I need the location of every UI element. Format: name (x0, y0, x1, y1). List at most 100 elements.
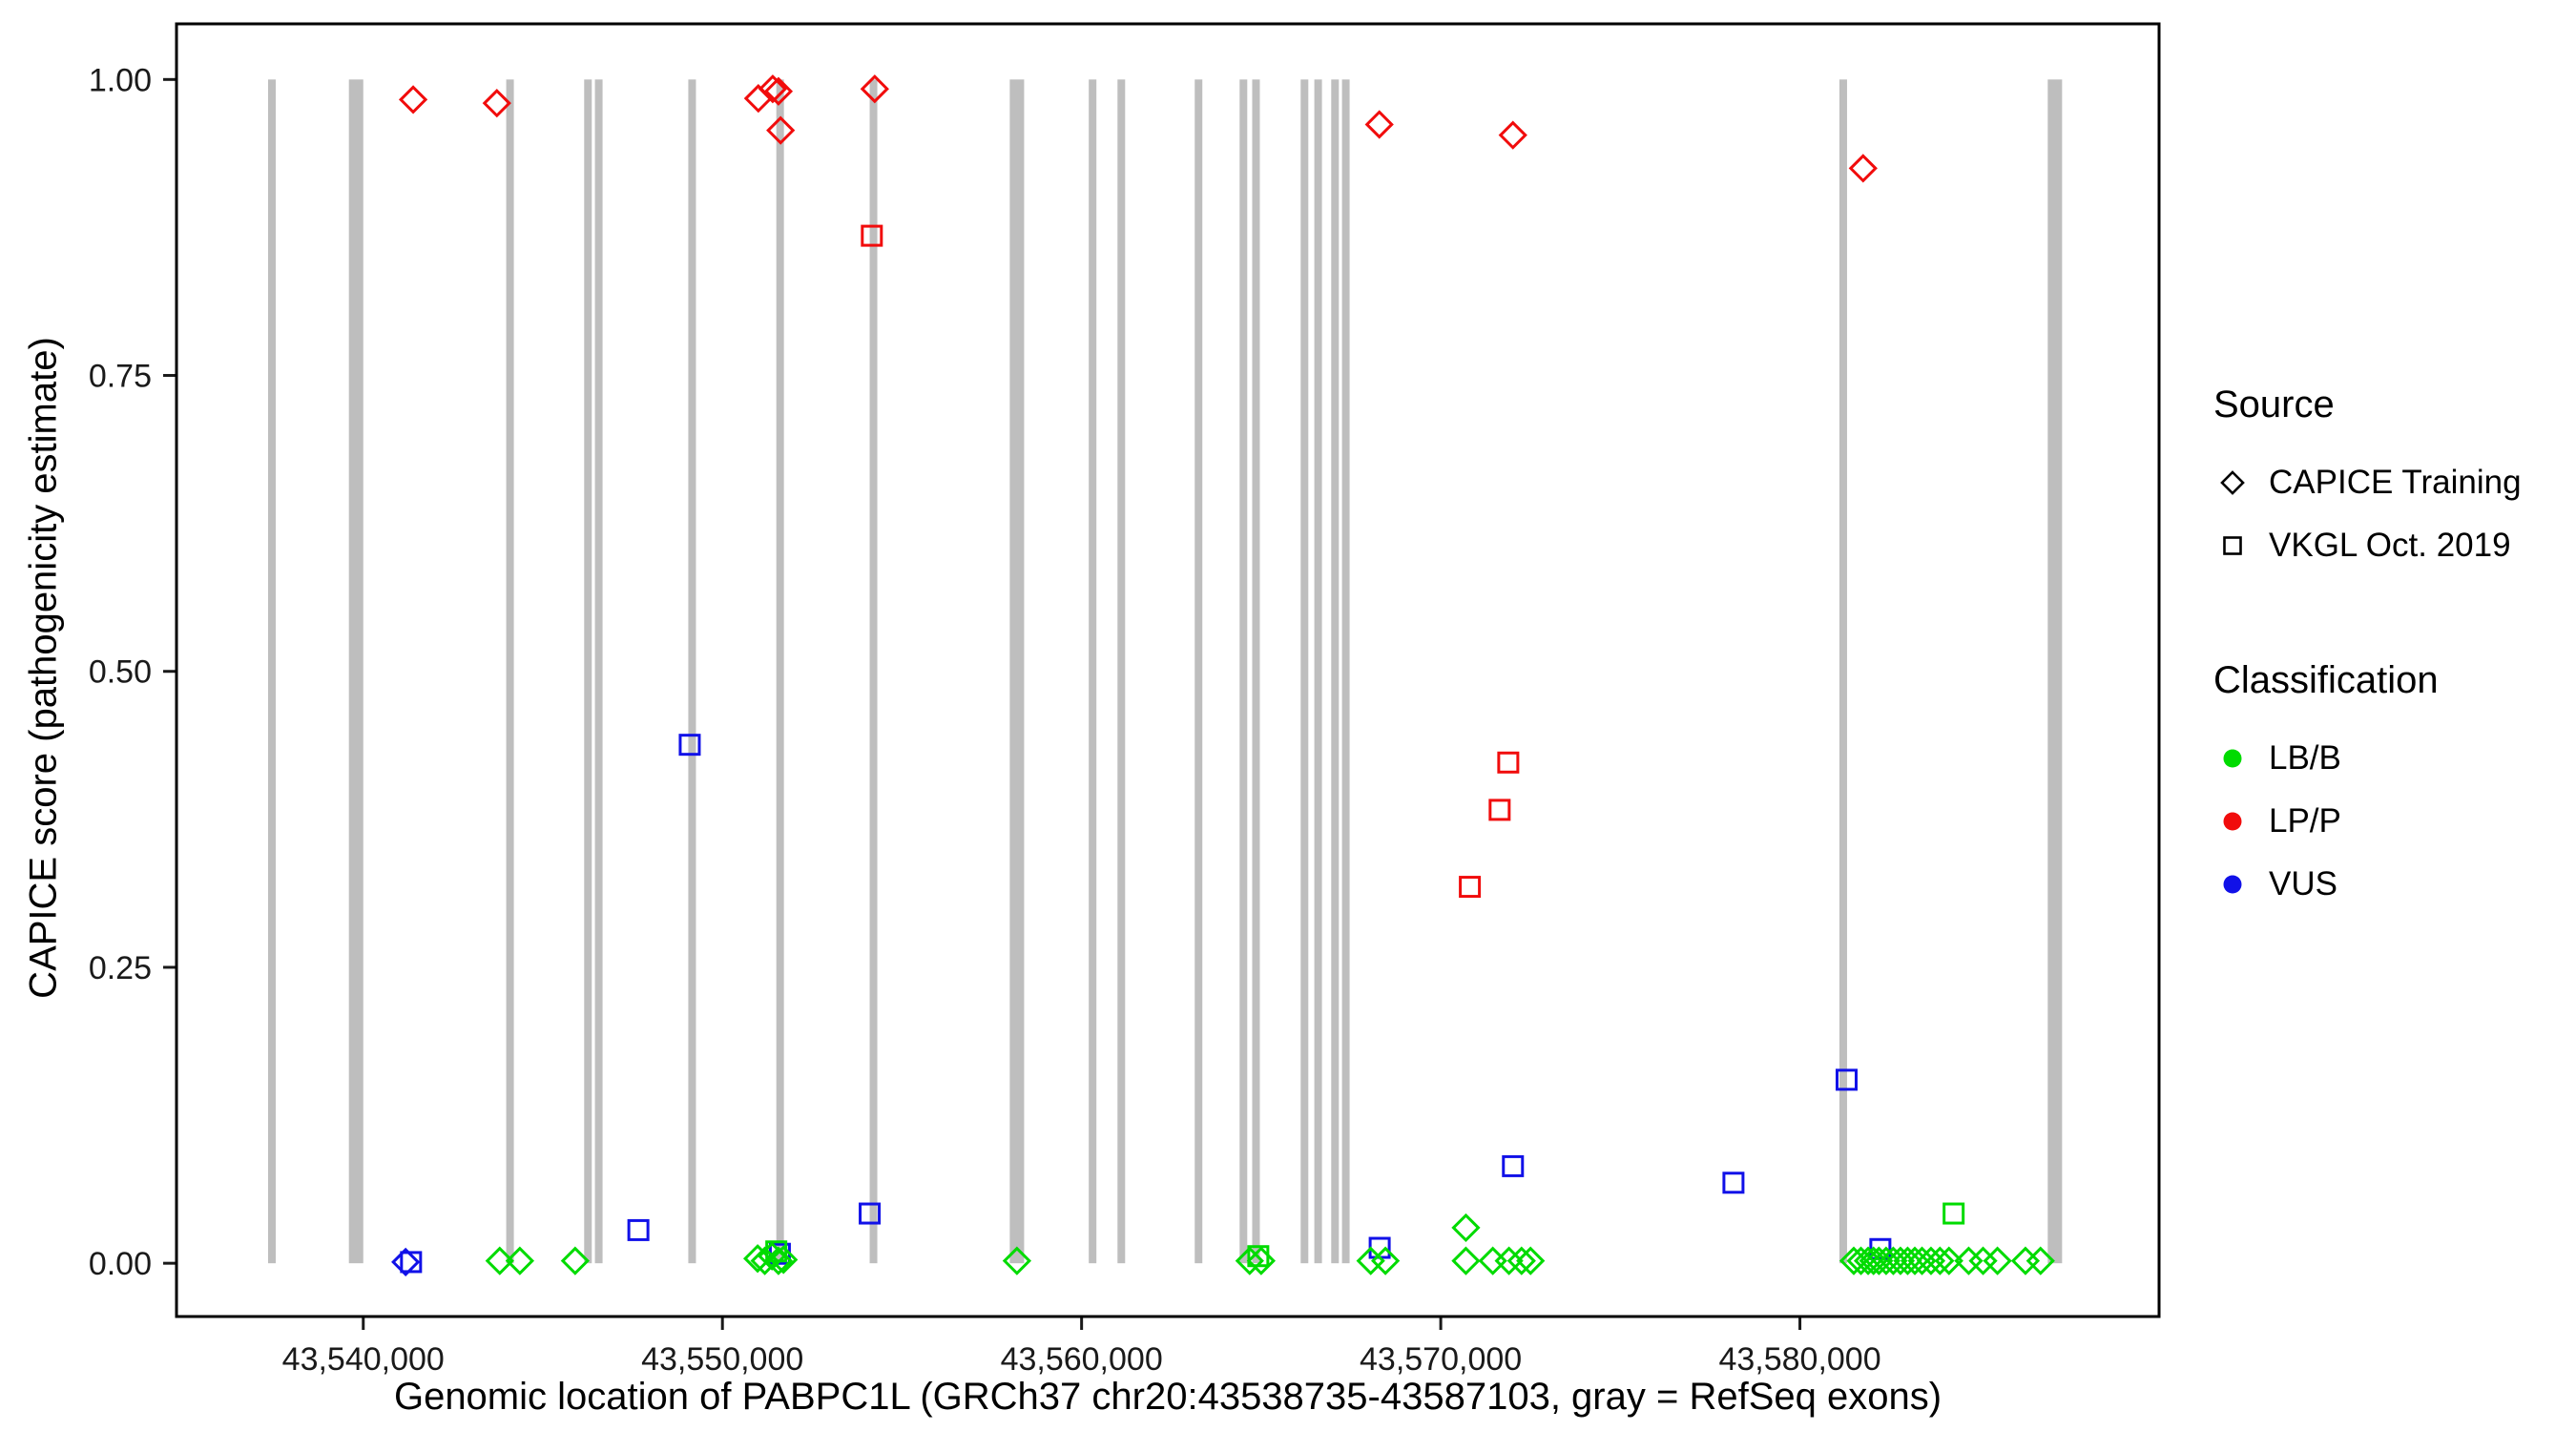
x-tick-label: 43,550,000 (641, 1341, 803, 1378)
data-point-diamond (1983, 1246, 2012, 1275)
diamond-key-icon (2220, 470, 2245, 495)
legend-item-lbb: LB/B (2213, 727, 2522, 790)
exon-bar (267, 79, 276, 1264)
data-point-diamond (1871, 1246, 1901, 1275)
exon-bar (776, 79, 784, 1264)
data-point-diamond (758, 74, 788, 104)
data-point-diamond (1916, 1246, 1946, 1275)
data-point-diamond (1879, 1246, 1908, 1275)
data-point-diamond (1235, 1246, 1264, 1275)
data-point-diamond (1893, 1246, 1922, 1275)
exon-bar (1314, 79, 1322, 1264)
exon-bar (1839, 79, 1847, 1264)
data-point-diamond (391, 1247, 421, 1277)
data-point-diamond (763, 76, 794, 106)
exon-bar (1009, 79, 1025, 1264)
exon-bar (1239, 79, 1248, 1264)
data-point-diamond (1859, 1246, 1888, 1275)
green-dot-icon (2223, 749, 2242, 768)
x-tick-label: 43,540,000 (282, 1341, 445, 1378)
data-point-diamond (2025, 1246, 2055, 1275)
data-point-diamond (1506, 1246, 1536, 1275)
legend-item-label: LP/P (2269, 802, 2341, 840)
data-point-diamond (1246, 1246, 1277, 1275)
data-point-square (1497, 751, 1520, 774)
data-point-diamond (1516, 1246, 1546, 1275)
data-point-diamond (1371, 1246, 1401, 1275)
legend-classification-title: Classification (2213, 659, 2439, 701)
data-point-diamond (1934, 1246, 1963, 1275)
data-point-square (627, 1218, 650, 1241)
exon-bar (594, 79, 603, 1264)
legend-source-title: Source (2213, 384, 2335, 425)
exon-bar (506, 79, 514, 1264)
data-point-diamond (505, 1246, 535, 1275)
data-point-diamond (769, 1245, 799, 1275)
legend-item-capice-training: CAPICE Training (2213, 451, 2522, 514)
data-point-diamond (1478, 1246, 1507, 1275)
data-point-square (1942, 1202, 1965, 1225)
data-point-square (1502, 1154, 1525, 1177)
data-point-square (1869, 1237, 1892, 1260)
data-point-diamond (1451, 1213, 1481, 1243)
exon-bar (869, 79, 878, 1264)
data-point-diamond (398, 85, 428, 114)
legend-item-label: LB/B (2269, 739, 2341, 777)
y-tick-label: 0.50 (89, 654, 152, 691)
y-axis-title: CAPICE score (pathogenicity estimate) (22, 337, 65, 999)
y-tick-label: 0.00 (89, 1246, 152, 1282)
data-point-square (1835, 1068, 1858, 1091)
legend-item-vus: VUS (2213, 853, 2522, 916)
red-dot-icon (2223, 812, 2242, 831)
exon-bar (1300, 79, 1309, 1264)
data-point-square (859, 1202, 882, 1225)
x-tick-label: 43,560,000 (1001, 1341, 1163, 1378)
legend-item-lpp: LP/P (2213, 790, 2522, 853)
data-point-diamond (1925, 1246, 1955, 1275)
data-point-diamond (2010, 1246, 2041, 1275)
data-point-diamond (1364, 110, 1394, 139)
x-tick-label: 43,580,000 (1718, 1341, 1880, 1378)
data-point-diamond (1864, 1246, 1894, 1275)
data-point-diamond (1968, 1246, 1998, 1275)
legend-spacer (2213, 577, 2522, 659)
x-axis-title: Genomic location of PABPC1L (GRCh37 chr2… (393, 1376, 1942, 1418)
data-point-diamond (1839, 1246, 1869, 1275)
data-point-diamond (1954, 1246, 1984, 1275)
exon-bar (1252, 79, 1260, 1264)
data-point-diamond (1848, 154, 1878, 183)
y-tick-label: 0.75 (89, 359, 152, 395)
data-point-diamond (766, 115, 796, 145)
y-tick-label: 1.00 (89, 62, 152, 98)
exon-bar (1341, 79, 1350, 1264)
data-point-diamond (1002, 1246, 1032, 1275)
y-tick-label: 0.25 (89, 950, 152, 986)
exon-bar (2047, 79, 2063, 1264)
data-point-diamond (482, 89, 511, 118)
data-point-diamond (763, 1246, 794, 1275)
data-point-square (1488, 798, 1511, 821)
square-key-icon (2223, 536, 2242, 555)
exon-bar (1117, 79, 1126, 1264)
data-point-square (678, 734, 701, 757)
data-point-square (400, 1251, 423, 1274)
exon-bar (584, 79, 592, 1264)
legend-item-label: VUS (2269, 865, 2337, 902)
x-tick-label: 43,570,000 (1360, 1341, 1522, 1378)
data-point-diamond (860, 74, 889, 104)
legend-item-label: CAPICE Training (2269, 464, 2522, 501)
data-point-diamond (560, 1246, 590, 1275)
legend-item-label: VKGL Oct. 2019 (2269, 527, 2511, 564)
panel-border (175, 22, 2161, 1318)
exon-bar (1331, 79, 1340, 1264)
exon-bar (688, 79, 696, 1264)
exon-bar (348, 79, 364, 1264)
data-point-square (1459, 876, 1482, 899)
data-point-diamond (1451, 1246, 1481, 1275)
data-point-diamond (1885, 1246, 1916, 1275)
blue-dot-icon (2223, 875, 2242, 894)
data-point-diamond (742, 1244, 773, 1274)
legend-item-vkgl: VKGL Oct. 2019 (2213, 514, 2522, 577)
